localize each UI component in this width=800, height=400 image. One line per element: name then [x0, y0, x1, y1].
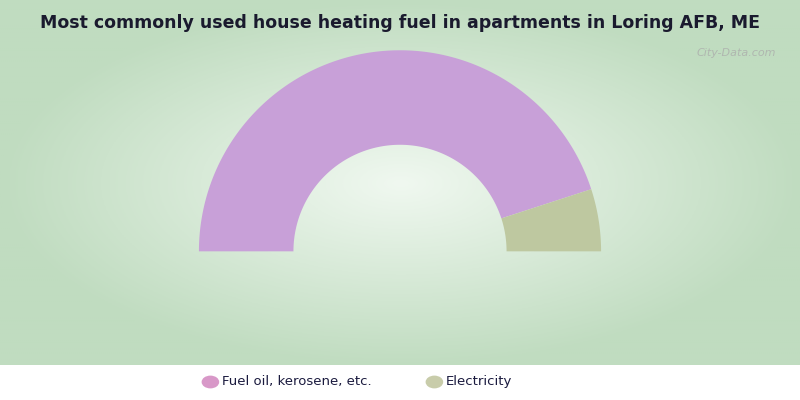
- Polygon shape: [502, 189, 601, 251]
- Text: Electricity: Electricity: [446, 376, 512, 388]
- Text: Most commonly used house heating fuel in apartments in Loring AFB, ME: Most commonly used house heating fuel in…: [40, 14, 760, 32]
- Polygon shape: [199, 50, 591, 251]
- Text: City-Data.com: City-Data.com: [697, 48, 776, 58]
- Text: Fuel oil, kerosene, etc.: Fuel oil, kerosene, etc.: [222, 376, 371, 388]
